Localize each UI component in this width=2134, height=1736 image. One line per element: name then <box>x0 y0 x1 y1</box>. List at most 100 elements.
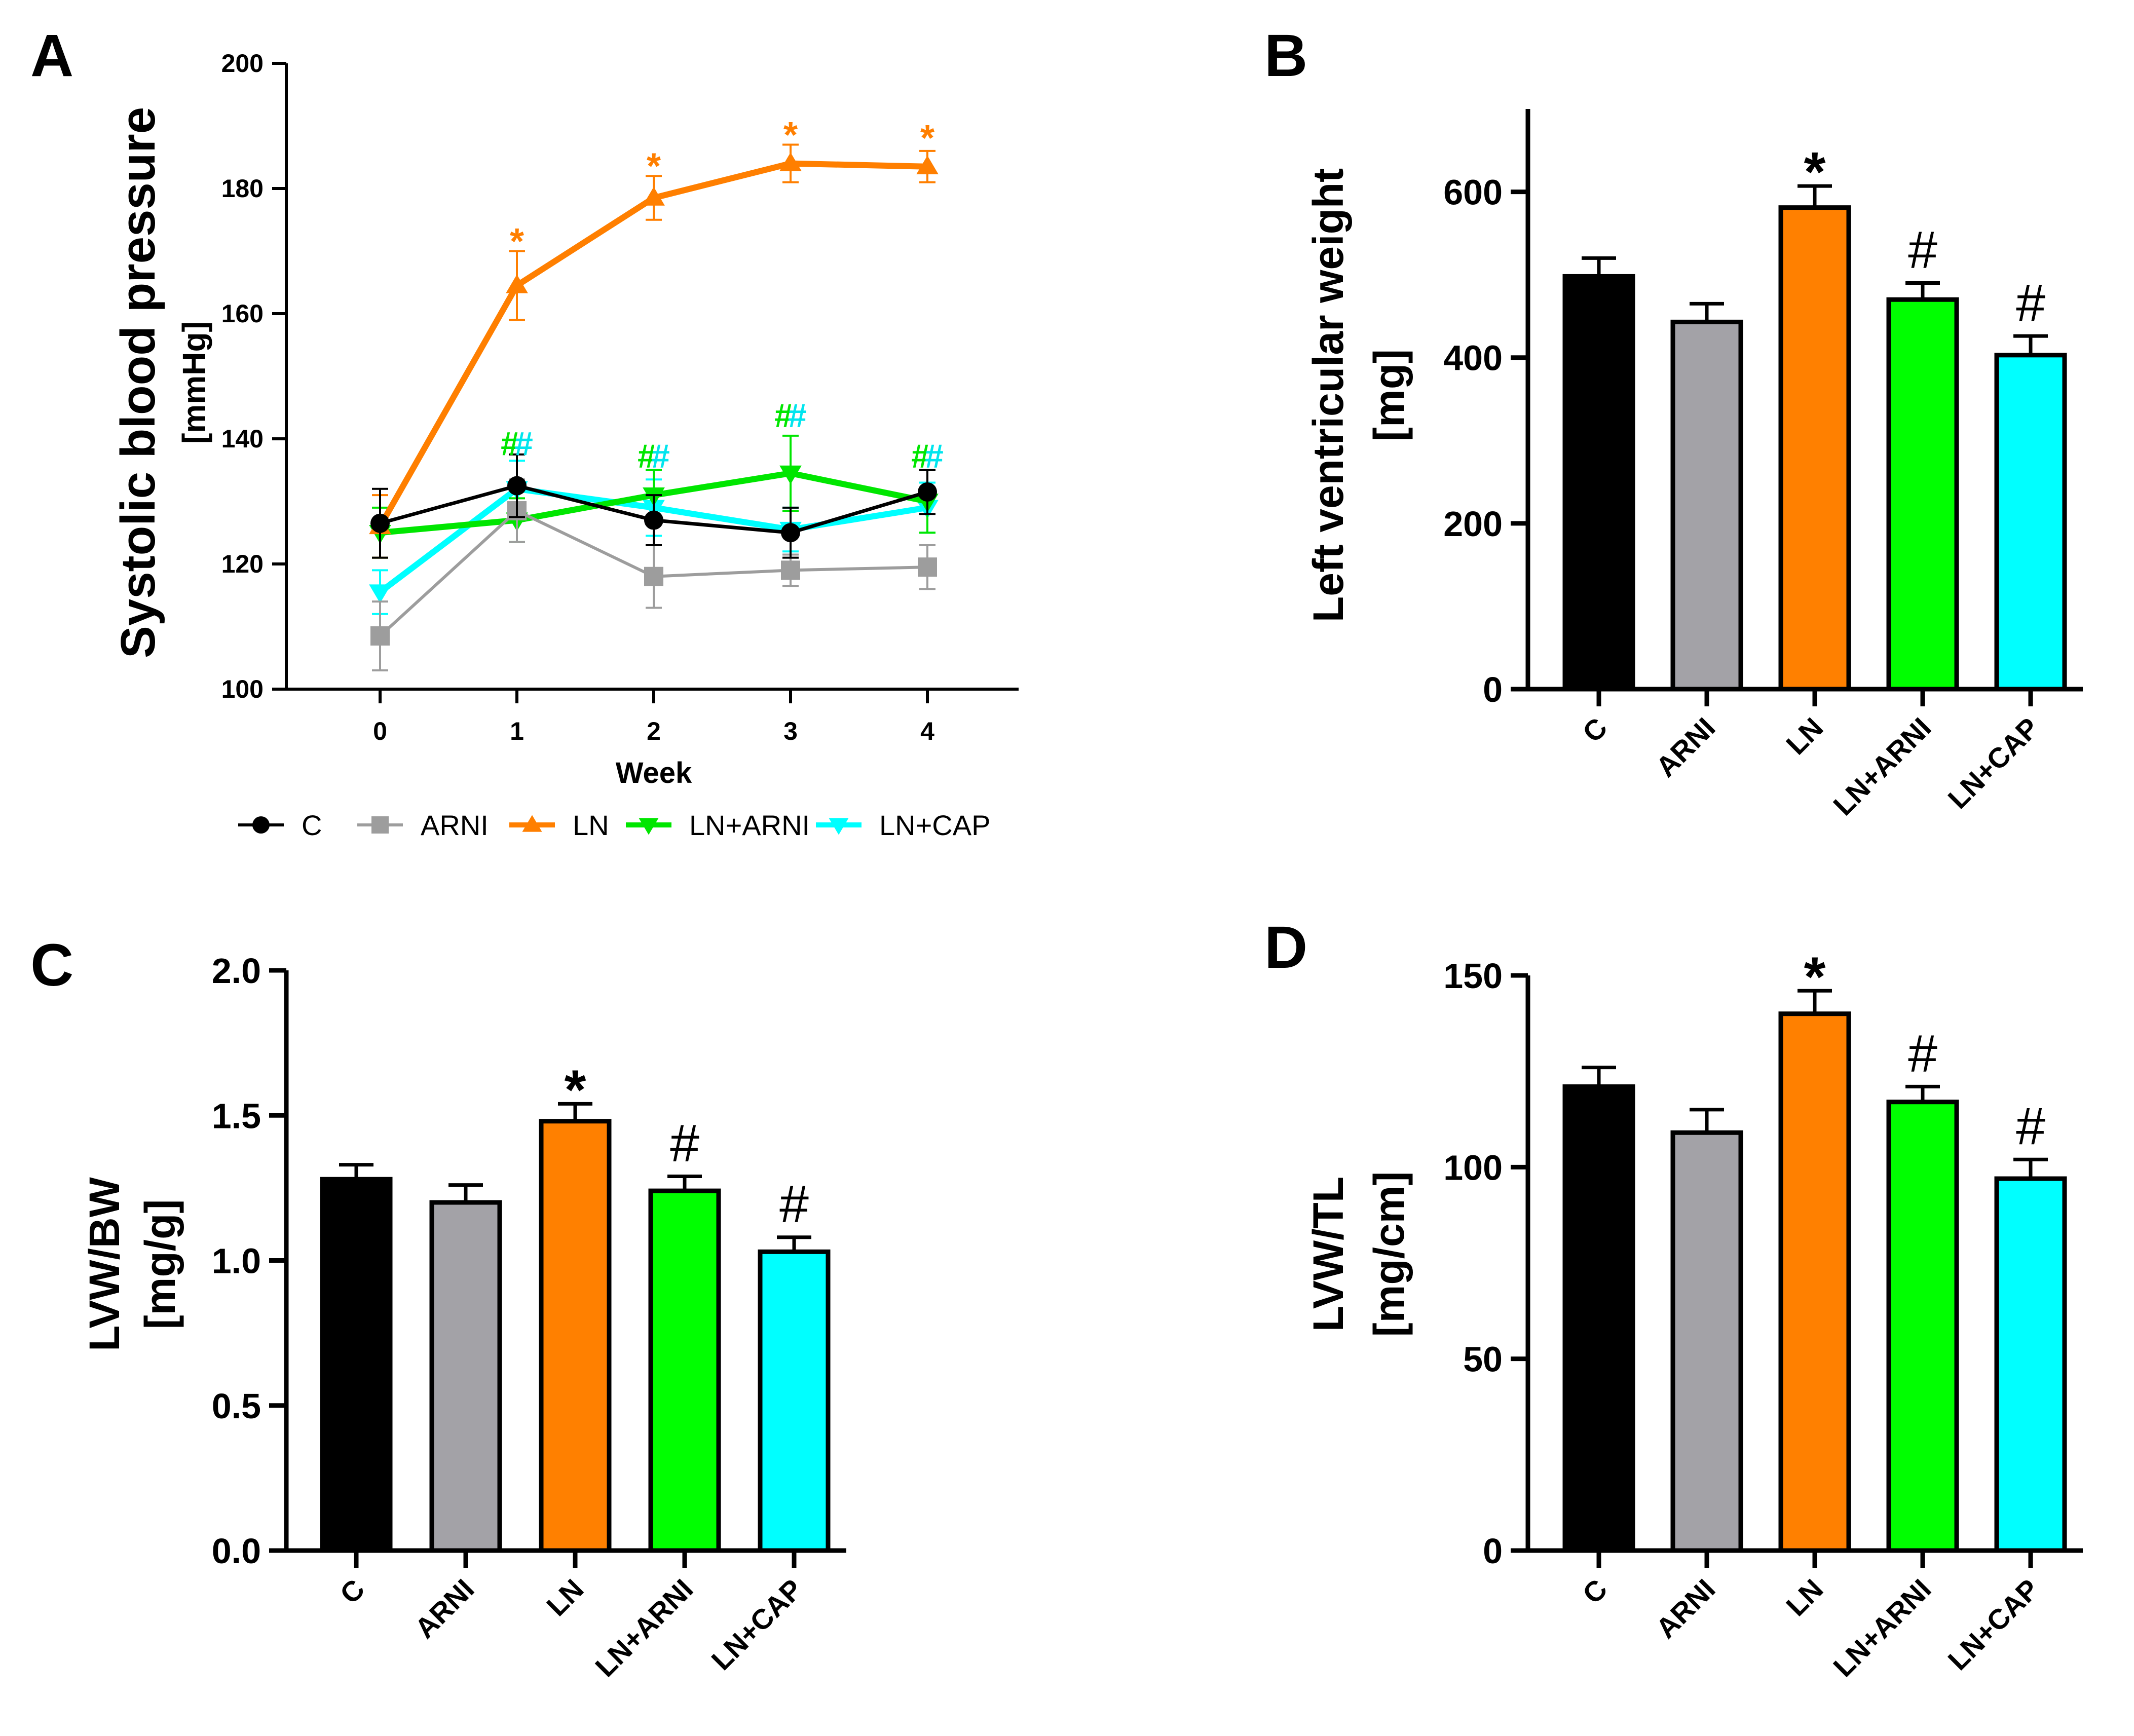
data-point-c <box>370 513 390 533</box>
panel-a-x-tick-label: 4 <box>920 717 934 745</box>
panel-a-y-tick-label: 160 <box>221 299 264 328</box>
panel-b-bar-arni <box>1670 319 1743 692</box>
data-point-arni <box>781 560 800 580</box>
panel-b-bar-ln-cap <box>1994 353 2067 692</box>
panel-d-x-tick-label: LN+ARNI <box>1827 1573 1937 1683</box>
data-point-c <box>918 482 937 502</box>
panel-d-y-unit: [mg/cm] <box>1365 1172 1413 1337</box>
significance-hash: # <box>911 437 930 475</box>
legend-marker-ln <box>522 815 542 832</box>
panel-c-y-tick-label: 1.5 <box>212 1096 261 1136</box>
panel-b-significance-hash: # <box>1908 221 1937 280</box>
panel-d-bar-arni <box>1670 1130 1743 1553</box>
panel-label-d: D <box>1264 914 1307 981</box>
panel-b-y-tick-label: 0 <box>1483 670 1503 709</box>
panel-d-significance-hash: # <box>1908 1024 1937 1083</box>
panel-c-x-tick-label: LN+CAP <box>705 1573 808 1676</box>
panel-d-significance-star: * <box>1804 946 1826 1008</box>
panel-b-bar-ln-arni <box>1886 297 1959 692</box>
data-point-ln <box>506 274 528 293</box>
panel-d-x-tick-label: C <box>1576 1573 1613 1610</box>
panel-d-bar-ln <box>1778 1011 1851 1553</box>
significance-hash: # <box>651 437 670 475</box>
panel-c-bar-ln <box>539 1119 612 1553</box>
panel-d-x-tick-label: ARNI <box>1650 1573 1721 1644</box>
legend-item-ln-cap: LN+CAP <box>816 809 990 841</box>
significance-star: * <box>920 118 934 159</box>
panel-c-y-tick-label: 0.5 <box>212 1386 261 1426</box>
panel-b-significance-star: * <box>1804 141 1826 203</box>
panel-label-a: A <box>30 22 73 89</box>
panel-b-bar-chart: Left ventricular weight [mg] 0 200 400 600 C… <box>1304 109 2083 821</box>
panel-label-c: C <box>30 932 73 999</box>
panel-c-y-tick-label: 1.0 <box>212 1241 261 1281</box>
panel-c-bar-arni <box>429 1200 502 1553</box>
panel-c-y-tick-label: 0.0 <box>212 1531 261 1571</box>
panel-a-y-tick-label: 200 <box>221 49 264 78</box>
panel-a-line-chart: Systolic blood pressure [mmHg] Week 100 1… <box>111 49 1019 789</box>
legend-label-c: C <box>302 809 322 841</box>
panel-b-y-tick-label: 200 <box>1443 504 1503 544</box>
panel-c-x-tick-label: C <box>333 1573 370 1610</box>
panel-d-y-tick-label: 0 <box>1483 1531 1503 1571</box>
legend-label-ln: LN <box>573 809 609 841</box>
panel-d-x-tick-label: LN+CAP <box>1941 1573 2045 1676</box>
panel-label-b: B <box>1264 22 1307 89</box>
panel-a-y-tick-label: 140 <box>221 425 264 453</box>
significance-hash: # <box>774 397 793 434</box>
panel-c-y-tick-label: 2.0 <box>212 951 261 991</box>
significance-hash: # <box>501 425 519 462</box>
panel-b-x-tick-label: C <box>1576 711 1613 748</box>
panel-a-x-tick-label: 0 <box>373 717 387 745</box>
data-point-c <box>644 510 663 530</box>
panel-d-bar-chart: LVW/TL [mg/cm] 0 50 100 150 C ARNI LN * LN+ARNI #… <box>1304 946 2083 1683</box>
panel-c-significance-star: * <box>565 1059 586 1121</box>
data-point-c <box>781 523 800 543</box>
panel-c-significance-hash: # <box>779 1175 809 1234</box>
significance-hash: # <box>925 437 944 475</box>
panel-a-y-label: Systolic blood pressure <box>111 107 165 658</box>
panel-a-x-label: Week <box>616 757 692 789</box>
panel-b-y-unit: [mg] <box>1365 349 1413 441</box>
legend-marker-ln-cap <box>829 818 849 835</box>
significance-hash: # <box>638 437 656 475</box>
panel-a-y-unit: [mmHg] <box>176 321 212 444</box>
data-point-arni <box>370 626 390 646</box>
significance-star: * <box>647 146 661 187</box>
panel-b-bar-c <box>1562 274 1635 692</box>
legend-label-ln-arni: LN+ARNI <box>689 809 810 841</box>
data-point-c <box>507 476 527 496</box>
data-point-arni <box>644 567 663 586</box>
panel-a-x-tick-label: 1 <box>510 717 524 745</box>
legend-marker-ln-arni <box>639 818 659 835</box>
significance-star: * <box>783 115 798 156</box>
significance-hash: # <box>514 425 533 462</box>
data-point-ln <box>643 186 665 206</box>
panel-a-x-tick-label: 3 <box>783 717 798 745</box>
panel-d-bar-c <box>1562 1084 1635 1553</box>
panel-d-y-tick-label: 150 <box>1443 956 1503 996</box>
panel-d-y-label: LVW/TL <box>1304 1177 1352 1332</box>
significance-star: * <box>510 221 524 262</box>
panel-d-x-tick-label: LN <box>1780 1573 1829 1622</box>
panel-c-x-tick-label: ARNI <box>408 1573 480 1644</box>
panel-a-y-tick-label: 180 <box>221 174 264 203</box>
data-point-ln-arni <box>779 465 802 484</box>
significance-hash: # <box>788 397 807 434</box>
panel-b-x-tick-label: LN <box>1780 711 1829 761</box>
panel-c-x-tick-label: LN <box>540 1573 589 1622</box>
panel-b-x-tick-label: ARNI <box>1650 711 1721 783</box>
panel-d-bar-ln-cap <box>1994 1176 2067 1553</box>
panel-c-bar-ln-cap <box>758 1249 831 1553</box>
panel-b-y-tick-label: 400 <box>1443 338 1503 378</box>
panel-c-bar-c <box>320 1177 393 1553</box>
data-point-ln <box>779 152 802 171</box>
panel-c-y-label: LVW/BW <box>81 1177 128 1351</box>
legend-item-arni: ARNI <box>357 809 489 841</box>
panel-a-legend: C ARNI LN LN+ARNI LN+CAP <box>238 809 990 841</box>
data-point-ln <box>916 155 939 174</box>
series-c <box>370 453 937 559</box>
legend-label-ln-cap: LN+CAP <box>879 809 990 841</box>
legend-item-ln: LN <box>509 809 609 841</box>
